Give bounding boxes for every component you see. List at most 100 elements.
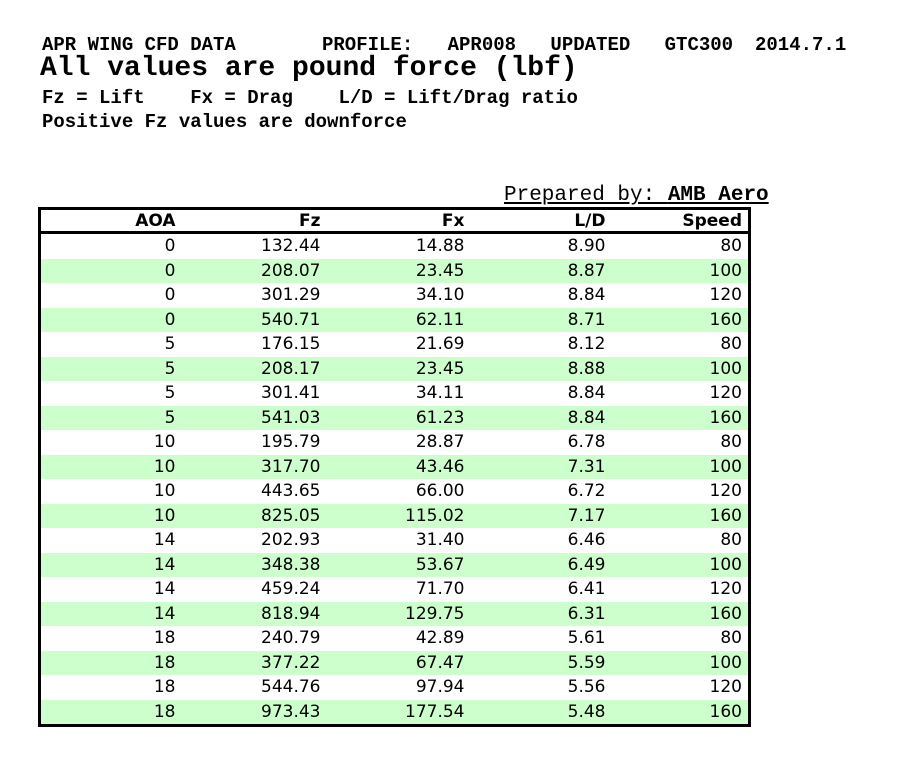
column-header-fz: Fz [181, 208, 327, 234]
table-row: 10 195.79 28.87 6.78 80 [40, 430, 750, 455]
table-cell: 100 [709, 456, 742, 477]
table-cell: 317.70 [261, 456, 321, 477]
table-cell: 132.44 [261, 236, 321, 257]
table-row: 10 825.05 115.02 7.17 160 [39, 503, 750, 528]
table-cell: 61.23 [415, 407, 465, 428]
table-cell: 100 [709, 260, 742, 281]
table-cell: 8.71 [567, 309, 606, 330]
table-cell: 10 [153, 456, 176, 477]
table-cell: 818.94 [261, 603, 321, 624]
table-cell: 301.29 [261, 285, 321, 306]
table-cell: 5 [164, 407, 176, 428]
table-cell: 43.46 [415, 456, 465, 477]
table-row: 5 176.15 21.69 8.12 80 [40, 332, 750, 357]
table-cell: 7.31 [567, 456, 606, 477]
table-cell: 8.84 [567, 407, 606, 428]
column-header-fx: Fx [326, 208, 471, 234]
table-cell: 6.72 [567, 481, 606, 502]
table-cell: 80 [720, 432, 742, 453]
table-cell: 0 [164, 309, 176, 330]
table-cell: 6.31 [567, 603, 606, 624]
table-cell: 120 [709, 677, 742, 698]
table-cell: 120 [709, 285, 742, 306]
table-cell: 6.41 [567, 579, 606, 600]
table-cell: 208.07 [261, 260, 321, 281]
table-row: 0 208.07 23.45 8.87 100 [39, 258, 750, 283]
column-header-l-d: L/D [470, 208, 612, 234]
table-cell: 6.49 [567, 554, 606, 575]
table-cell: 5.61 [567, 628, 606, 649]
table-cell: 42.89 [415, 628, 465, 649]
table-cell: 14 [153, 603, 176, 624]
table-cell: 5.56 [567, 677, 606, 698]
table-cell: 0 [164, 236, 176, 257]
table-cell: 5.48 [567, 701, 606, 722]
table-cell: 18 [153, 701, 176, 722]
table-cell: 459.24 [261, 579, 321, 600]
table-cell: 34.10 [415, 285, 465, 306]
table-cell: 80 [720, 530, 742, 551]
table-row: 10 443.65 66.00 6.72 120 [40, 479, 750, 504]
table-cell: 5 [164, 358, 176, 379]
doc-note: Positive Fz values are downforce [42, 111, 407, 133]
table-cell: 100 [709, 554, 742, 575]
table-row: 5 541.03 61.23 8.84 160 [39, 405, 750, 430]
table-cell: 195.79 [261, 432, 321, 453]
table-cell: 7.17 [567, 505, 606, 526]
table-row: 14 818.94 129.75 6.31 160 [39, 601, 750, 626]
table-cell: 23.45 [415, 260, 465, 281]
table-cell: 100 [709, 358, 742, 379]
table-cell: 10 [153, 481, 176, 502]
table-row: 18 973.43 177.54 5.48 160 [39, 699, 750, 726]
table-row: 5 301.41 34.11 8.84 120 [40, 381, 750, 406]
table-row: 0 132.44 14.88 8.90 80 [40, 233, 750, 259]
table-cell: 443.65 [261, 481, 321, 502]
table-cell: 202.93 [261, 530, 321, 551]
table-cell: 541.03 [261, 407, 321, 428]
doc-profile: PROFILE: APR008 UPDATED GTC300 [322, 34, 734, 56]
table-cell: 62.11 [415, 309, 465, 330]
table-cell: 544.76 [261, 677, 321, 698]
table-cell: 0 [164, 260, 176, 281]
table-cell: 10 [153, 432, 176, 453]
table-cell: 8.87 [567, 260, 606, 281]
table-cell: 825.05 [261, 505, 321, 526]
table-cell: 120 [709, 481, 742, 502]
table-cell: 28.87 [415, 432, 465, 453]
table-cell: 348.38 [261, 554, 321, 575]
prepared-by-value: AMB Aero [667, 184, 769, 207]
table-row: 5 208.17 23.45 8.88 100 [39, 356, 750, 381]
table-header-row: AOA Fz Fx L/D Speed [39, 208, 750, 234]
doc-title: APR WING CFD DATA [42, 34, 236, 56]
table-cell: 67.47 [415, 652, 465, 673]
table-cell: 5.59 [567, 652, 606, 673]
table-cell: 14 [153, 554, 176, 575]
table-cell: 14.88 [415, 236, 465, 257]
table-cell: 8.12 [567, 334, 606, 355]
table-cell: 540.71 [261, 309, 321, 330]
table-row: 0 540.71 62.11 8.71 160 [39, 307, 750, 332]
table-row: 18 240.79 42.89 5.61 80 [40, 626, 750, 651]
table-cell: 6.46 [567, 530, 606, 551]
table-cell: 160 [709, 701, 742, 722]
table-cell: 71.70 [415, 579, 465, 600]
column-header-speed: Speed [611, 208, 750, 234]
table-cell: 80 [720, 628, 742, 649]
doc-legend: Fz = Lift Fx = Drag L/D = Lift/Drag rati… [42, 87, 578, 109]
table-row: 14 459.24 71.70 6.41 120 [40, 577, 750, 602]
table-cell: 14 [153, 530, 176, 551]
column-header-aoa: AOA [39, 208, 182, 234]
table-cell: 160 [709, 309, 742, 330]
table-cell: 377.22 [261, 652, 321, 673]
table-cell: 160 [709, 407, 742, 428]
table-cell: 21.69 [415, 334, 465, 355]
table-cell: 129.75 [405, 603, 465, 624]
cfd-data-table: AOA Fz Fx L/D Speed 0 132.44 14.88 8.90 80 0 208.0… [38, 207, 751, 727]
table-cell: 973.43 [261, 701, 321, 722]
table-cell: 80 [720, 334, 742, 355]
table-cell: 6.78 [567, 432, 606, 453]
table-row: 0 301.29 34.10 8.84 120 [40, 283, 750, 308]
table-cell: 240.79 [261, 628, 321, 649]
table-cell: 160 [709, 603, 742, 624]
table-cell: 80 [720, 236, 742, 257]
